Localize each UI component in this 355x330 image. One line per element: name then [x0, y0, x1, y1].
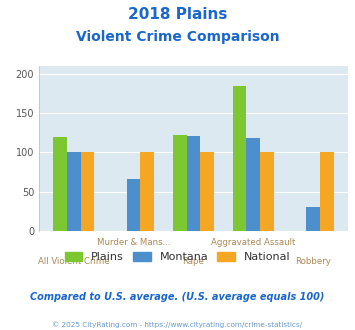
Bar	[67, 152, 81, 231]
Text: Violent Crime Comparison: Violent Crime Comparison	[76, 30, 279, 44]
Text: All Violent Crime: All Violent Crime	[38, 257, 110, 266]
Bar	[306, 208, 320, 231]
Bar	[187, 136, 200, 231]
Text: Rape: Rape	[182, 257, 204, 266]
Text: Robbery: Robbery	[295, 257, 331, 266]
Bar	[246, 138, 260, 231]
Text: 2018 Plains: 2018 Plains	[128, 7, 227, 21]
Bar	[200, 152, 214, 231]
Text: Murder & Mans...: Murder & Mans...	[97, 238, 170, 247]
Bar	[127, 179, 141, 231]
Bar	[53, 137, 67, 231]
Bar	[320, 152, 334, 231]
Text: © 2025 CityRating.com - https://www.cityrating.com/crime-statistics/: © 2025 CityRating.com - https://www.city…	[53, 322, 302, 328]
Text: Compared to U.S. average. (U.S. average equals 100): Compared to U.S. average. (U.S. average …	[30, 292, 325, 302]
Bar	[173, 135, 187, 231]
Legend: Plains, Montana, National: Plains, Montana, National	[60, 248, 295, 267]
Bar	[81, 152, 94, 231]
Bar	[233, 86, 246, 231]
Bar	[141, 152, 154, 231]
Text: Aggravated Assault: Aggravated Assault	[211, 238, 295, 247]
Bar	[260, 152, 274, 231]
